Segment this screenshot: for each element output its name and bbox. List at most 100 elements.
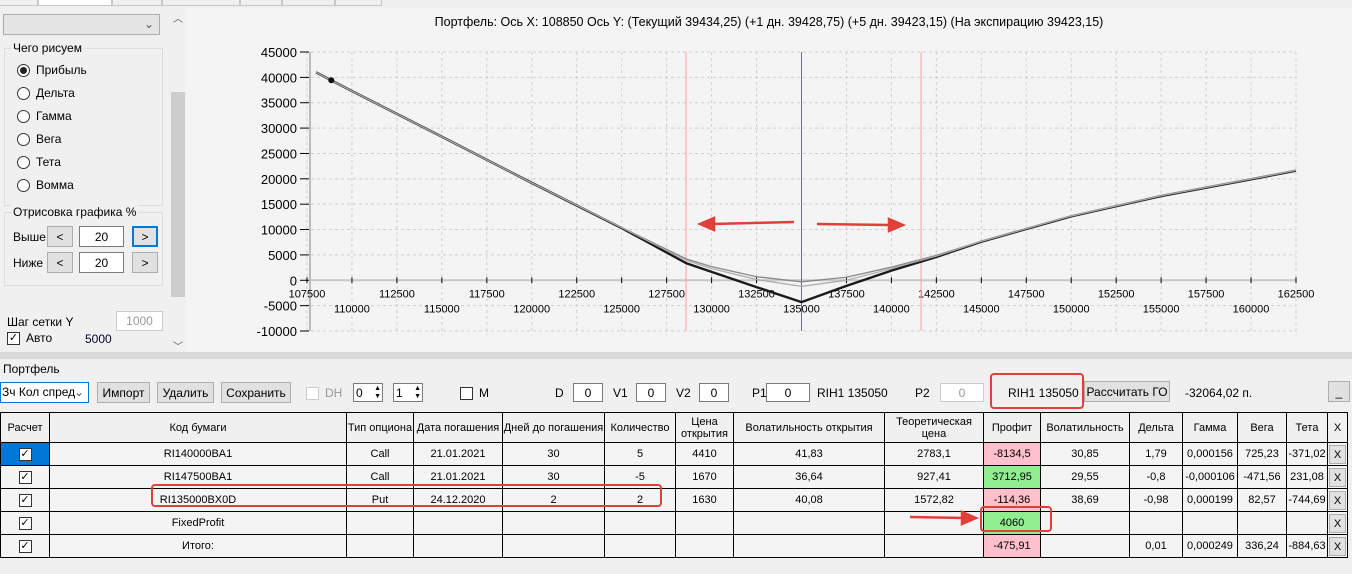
cell-delta: -0,98 [1129,488,1183,512]
spin-2[interactable]: 1 ▲ ▼ [393,383,423,402]
table-row[interactable]: ✓ FixedProfit 4060 X [0,511,1348,535]
p2-label: P2 [915,386,930,400]
scroll-thumb[interactable] [171,92,185,297]
cell-profit: 4060 [983,511,1041,535]
p1-input[interactable]: 0 [766,383,810,402]
column-header[interactable]: Количество [604,412,676,443]
tab-5[interactable] [240,0,282,6]
below-increase-button[interactable]: > [132,252,158,273]
below-decrease-button[interactable]: < [47,252,73,273]
radio-profit[interactable]: Прибыль [17,62,87,78]
cell-qty: 2 [604,488,676,512]
splitter[interactable] [0,352,1352,359]
table-row[interactable]: ✓ Итого: -475,91 0,01 0,000249 336,24 -884,63 X [0,534,1348,558]
spin-arrows-icon[interactable]: ▲ ▼ [414,385,421,400]
above-decrease-button[interactable]: < [47,226,73,247]
remove-row-button[interactable]: X [1329,513,1346,533]
cell-price [675,534,734,558]
d-label: D [555,386,564,400]
column-header[interactable]: Дней до погашения [502,412,605,443]
save-button[interactable]: Сохранить [221,382,291,403]
remove-row-button[interactable]: X [1329,467,1346,487]
left-scrollbar[interactable]: ︿ ﹀ [170,8,186,353]
chart-title: Портфель: Ось X: 108850 Ось Y: (Текущий … [434,15,1104,29]
profit-chart: 45000 40000 35000 30000 25000 20000 15000 10000… [257,45,1315,339]
tab-3[interactable] [112,0,162,6]
remove-row-button[interactable]: X [1329,444,1346,464]
radio-vomma[interactable]: Вомма [17,177,74,193]
column-header[interactable]: Цена открытия [675,412,734,443]
scroll-up-icon[interactable]: ︿ [173,14,183,25]
cell-gamma [1182,511,1238,535]
calc-checkbox[interactable]: ✓ [0,465,50,489]
cell-vega: 725,23 [1237,442,1287,466]
arrow-right-head [887,217,907,233]
column-header[interactable]: Тета [1286,412,1328,443]
column-header[interactable]: Волатильность открытия [733,412,885,443]
x-tick-label: 157500 [1188,288,1225,300]
dh-checkbox[interactable]: DH [306,386,342,400]
auto-checkbox[interactable]: ✓ Авто [7,331,53,345]
tab-2-active[interactable] [38,0,112,6]
spin-1[interactable]: 0 ▲ ▼ [353,383,383,402]
tab-7[interactable] [335,0,382,6]
y-tick-label: 45000 [261,45,297,60]
column-header[interactable]: Теоретическая цена [884,412,984,443]
above-input[interactable]: 20 [79,226,124,247]
column-header[interactable]: Вега [1237,412,1287,443]
v2-input[interactable]: 0 [699,383,729,402]
below-label: Ниже [13,256,44,270]
import-button[interactable]: Импорт [97,382,150,403]
chart-select[interactable]: ⌄ [3,14,160,35]
column-header[interactable]: Расчет [0,412,50,443]
calc-checkbox[interactable]: ✓ [0,534,50,558]
column-header[interactable]: Гамма [1182,412,1238,443]
radio-vega[interactable]: Вега [17,131,61,147]
below-input[interactable]: 20 [79,252,124,273]
tab-1[interactable] [0,0,38,6]
cell-gamma: 0,000249 [1182,534,1238,558]
arrow-to-fixed-profit [909,515,966,520]
cell-price: 1630 [675,488,734,512]
cell-delta: 0,01 [1129,534,1183,558]
grid-step-input[interactable]: 1000 [116,311,163,331]
cell-qty: 5 [604,442,676,466]
portfolio-select[interactable]: Зч Кол спред ⌄ [0,382,89,403]
calc-checkbox[interactable]: ✓ [0,511,50,535]
radio-delta[interactable]: Дельта [17,85,75,101]
x-tick-label: 152500 [1098,288,1135,300]
x-tick-label: 127500 [648,288,685,300]
column-header[interactable]: Дельта [1129,412,1183,443]
d-input[interactable]: 0 [573,383,603,402]
tab-6[interactable] [282,0,335,6]
p2-input[interactable]: 0 [940,383,984,402]
above-increase-button[interactable]: > [132,226,158,247]
m-checkbox[interactable]: M [460,386,489,400]
radio-theta[interactable]: Тета [17,154,61,170]
spin-arrows-icon[interactable]: ▲ ▼ [374,385,381,400]
remove-row-button[interactable]: X [1329,490,1346,510]
scroll-down-icon[interactable]: ﹀ [173,342,183,353]
grid-step-label: Шаг сетки Y [7,315,74,329]
remove-row-button[interactable]: X [1329,536,1346,556]
cell-price: 4410 [675,442,734,466]
cell-qty [604,534,676,558]
x-tick-label: 117500 [469,288,505,300]
column-header[interactable]: Волатильность [1040,412,1130,443]
above-label: Выше [13,230,46,244]
v1-input[interactable]: 0 [636,383,666,402]
table-row[interactable]: ✓ RI140000BA1 Call 21.01.2021 30 5 4410 41,83 27… [0,442,1348,466]
calc-checkbox[interactable]: ✓ [0,488,50,512]
v1-label: V1 [613,386,628,400]
radio-gamma[interactable]: Гамма [17,108,72,124]
tab-4[interactable] [162,0,240,6]
chevron-down-icon: ⌄ [143,17,154,31]
x-tick-label: 125000 [603,303,640,315]
y-tick-label: 40000 [261,70,297,85]
table-row[interactable]: ✓ RI135000BX0D Put 24.12.2020 2 2 1630 40,08 157… [0,488,1348,512]
render-group-title: Отрисовка графика % [11,205,139,219]
calc-go-button[interactable]: Рассчитать ГО [1084,381,1170,402]
minimize-button[interactable]: _ [1328,381,1350,402]
delete-button[interactable]: Удалить [157,382,214,403]
auto-value: 5000 [85,332,112,346]
